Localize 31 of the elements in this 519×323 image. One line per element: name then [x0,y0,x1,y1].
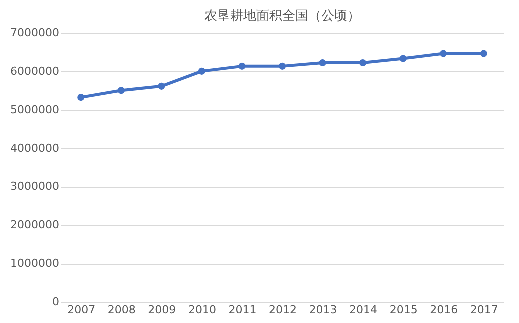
point [480,50,488,58]
x-tick-label: 2011 [228,304,257,316]
x-tick-label: 2015 [390,304,418,316]
x-tick-label: 2010 [188,304,216,316]
point [158,82,166,90]
y-tick-label: 0 [52,296,60,308]
point [118,87,125,94]
point [319,59,326,67]
x-tick-label: 2012 [269,304,297,316]
point [238,62,246,70]
x-tick-label: 2017 [470,304,498,316]
y-tick-label: 6000000 [10,64,60,78]
point [440,50,448,58]
point [78,94,85,102]
point [360,59,367,67]
y-tick-label: 3000000 [10,180,60,194]
x-tick-label: 2013 [309,304,338,316]
y-tick-label: 1000000 [10,257,60,270]
point [278,62,286,70]
y-tick-label: 5000000 [10,103,60,116]
x-tick-label: 2014 [350,304,378,316]
chart-title: 农垦耕地面积全国（公顷） [204,9,360,24]
x-tick-label: 2016 [430,304,458,316]
y-tick-label: 2000000 [10,218,60,232]
y-tick-label: 4000000 [10,142,60,155]
x-tick-label: 2009 [148,304,176,316]
x-tick-label: 2007 [68,304,96,316]
point [198,68,206,75]
x-tick-label: 2008 [108,304,136,316]
point [400,55,407,62]
y-tick-label: 7000000 [10,26,60,40]
